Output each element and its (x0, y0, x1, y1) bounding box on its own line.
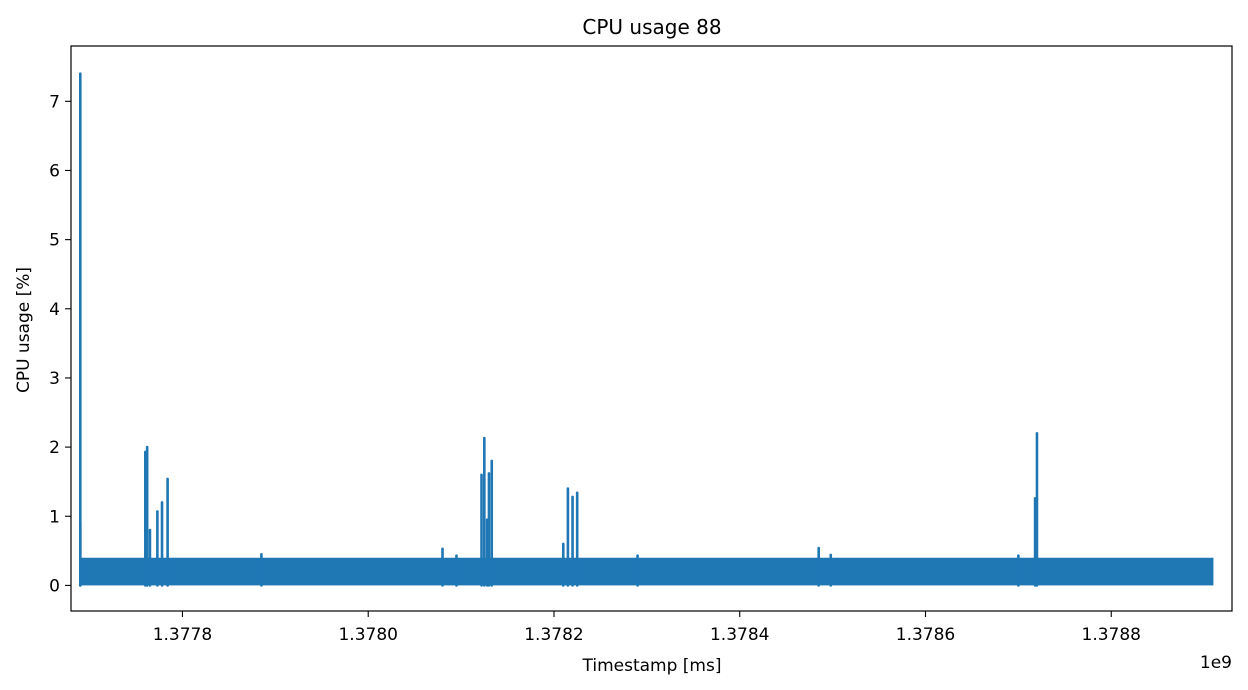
y-tick-label: 1 (49, 507, 60, 527)
x-tick-label: 1.3786 (896, 625, 955, 645)
x-tick-label: 1.3778 (153, 625, 212, 645)
chart-title: CPU usage 88 (582, 15, 721, 39)
x-tick-label: 1.3784 (710, 625, 769, 645)
x-tick-label: 1.3780 (338, 625, 397, 645)
plot-content (78, 72, 1214, 587)
y-tick-label: 0 (49, 576, 60, 596)
y-tick-label: 4 (49, 300, 60, 320)
x-axis: 1.3778 1.3780 1.3782 1.3784 1.3786 1.3788 (153, 611, 1141, 645)
x-tick-label: 1.3788 (1082, 625, 1141, 645)
y-tick-label: 3 (49, 369, 60, 389)
y-tick-label: 6 (49, 161, 60, 181)
x-tick-label: 1.3782 (524, 625, 583, 645)
x-axis-label: Timestamp [ms] (582, 656, 722, 676)
y-axis-label: CPU usage [%] (14, 267, 34, 393)
y-tick-label: 7 (49, 92, 60, 112)
series-baseline-band (80, 557, 1214, 586)
plot-frame (70, 45, 1233, 612)
y-axis: 0 1 2 3 4 5 6 7 (49, 92, 71, 596)
y-tick-label: 5 (49, 231, 60, 251)
y-tick-label: 2 (49, 438, 60, 458)
x-offset-label: 1e9 (1200, 653, 1232, 673)
